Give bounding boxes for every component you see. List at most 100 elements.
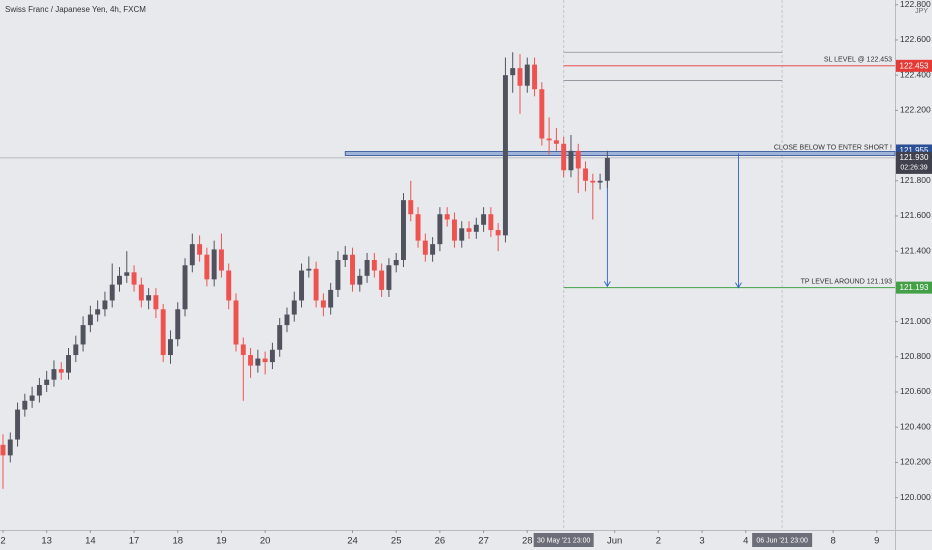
candle-body — [167, 339, 173, 356]
price-tag — [896, 59, 932, 72]
candle-body — [320, 300, 326, 308]
candle-body — [175, 309, 181, 340]
candle-body — [240, 344, 246, 356]
candle-body — [350, 254, 355, 285]
candle-body — [248, 355, 254, 366]
y-tick-label: 122.400 — [900, 69, 931, 79]
candle-body — [146, 295, 152, 301]
candle-body — [342, 254, 348, 260]
candle-body — [131, 272, 137, 285]
x-tick-label: 26 — [435, 536, 446, 547]
candle-body — [58, 369, 64, 373]
x-tick-label: Jun — [607, 536, 622, 547]
candle-body — [371, 259, 377, 271]
candle-body — [502, 75, 508, 236]
candle-body — [182, 265, 188, 310]
last-price-tag — [896, 151, 932, 174]
y-tick-label: 121.000 — [900, 316, 931, 326]
candle-body — [451, 219, 457, 241]
price-tag — [896, 281, 932, 294]
level-label: CLOSE BELOW TO ENTER SHORT ! — [774, 144, 892, 151]
candle-body — [524, 64, 530, 86]
y-tick-label: 120.000 — [900, 492, 931, 502]
x-tick-label: 19 — [216, 536, 227, 547]
candle-body — [66, 355, 71, 373]
level-label: TP LEVEL AROUND 121.193 — [801, 278, 893, 285]
candle-body — [590, 180, 596, 183]
price-tag-label: 122.453 — [900, 61, 929, 70]
x-tick-label: 8 — [830, 536, 835, 547]
candle-body — [328, 289, 334, 308]
candle-body — [517, 68, 523, 86]
x-tick-label: 28 — [522, 536, 533, 547]
candle-body — [226, 270, 232, 301]
candle-body — [44, 379, 50, 385]
x-tick-label: 4 — [743, 536, 748, 547]
candle-body — [15, 409, 21, 440]
x-tick-label: 13 — [41, 536, 52, 547]
candle-body — [291, 300, 297, 315]
x-tick-label: 9 — [874, 536, 879, 547]
y-tick-label: 122.600 — [900, 34, 931, 44]
candle-body — [604, 157, 610, 181]
candle-body — [393, 259, 399, 266]
time-marker-tag — [533, 533, 594, 547]
candle-body — [408, 200, 414, 215]
countdown-label: 02:26:39 — [900, 165, 927, 172]
candle-body — [473, 224, 479, 232]
candle-body — [7, 439, 13, 456]
x-tick-label: 20 — [260, 536, 271, 547]
y-tick-label: 120.800 — [900, 351, 931, 361]
candle-body — [466, 228, 472, 232]
y-tick-label: 120.200 — [900, 457, 931, 467]
candle-body — [233, 300, 239, 345]
candle-body — [430, 244, 436, 255]
candle-body — [313, 268, 319, 301]
y-tick-label: 121.400 — [900, 245, 931, 255]
candle-body — [255, 358, 261, 366]
level-zone — [344, 151, 896, 156]
price-tag-label: 121.955 — [900, 146, 929, 155]
candle-body — [138, 284, 144, 301]
candle-body — [153, 295, 159, 310]
candle-body — [102, 300, 108, 310]
level-label: SL LEVEL @ 122.453 — [824, 57, 892, 64]
x-tick-label: 2 — [0, 536, 5, 547]
time-marker-tag — [752, 533, 813, 547]
x-tick-label: 3 — [699, 536, 704, 547]
candle-body — [539, 89, 545, 139]
currency: JPY — [915, 8, 928, 15]
chart-title: Swiss Franc / Japanese Yen, 4h, FXCM — [5, 5, 146, 14]
candle-body — [568, 150, 574, 171]
candle-body — [532, 64, 538, 90]
candle-body — [22, 400, 28, 410]
candle-body — [117, 275, 122, 285]
candle-body — [284, 314, 290, 326]
candle-body — [437, 214, 443, 245]
arrow-head — [735, 282, 742, 289]
candle-body — [386, 265, 392, 290]
x-tick-label: 25 — [391, 536, 402, 547]
y-tick-label: 121.600 — [900, 210, 931, 220]
candle-body — [277, 325, 283, 350]
y-tick-label: 122.200 — [900, 105, 931, 115]
last-price-label: 121.930 — [900, 153, 929, 162]
candle-body — [415, 214, 421, 241]
candle-body — [73, 344, 79, 356]
price-tag-label: 121.193 — [900, 283, 929, 292]
candle-body — [80, 325, 86, 345]
candle-body — [124, 272, 130, 276]
candle-body — [422, 240, 428, 255]
candle-body — [444, 214, 450, 220]
candle-body — [561, 143, 567, 171]
candle-body — [36, 384, 42, 396]
time-marker-label: 30 May '21 23:00 — [537, 537, 591, 544]
y-tick-label: 120.400 — [900, 421, 931, 431]
x-tick-label: 24 — [347, 536, 358, 547]
candle-body — [262, 358, 268, 363]
candle-body — [299, 270, 305, 301]
x-tick-label: 18 — [172, 536, 183, 547]
candle-body — [553, 140, 559, 144]
